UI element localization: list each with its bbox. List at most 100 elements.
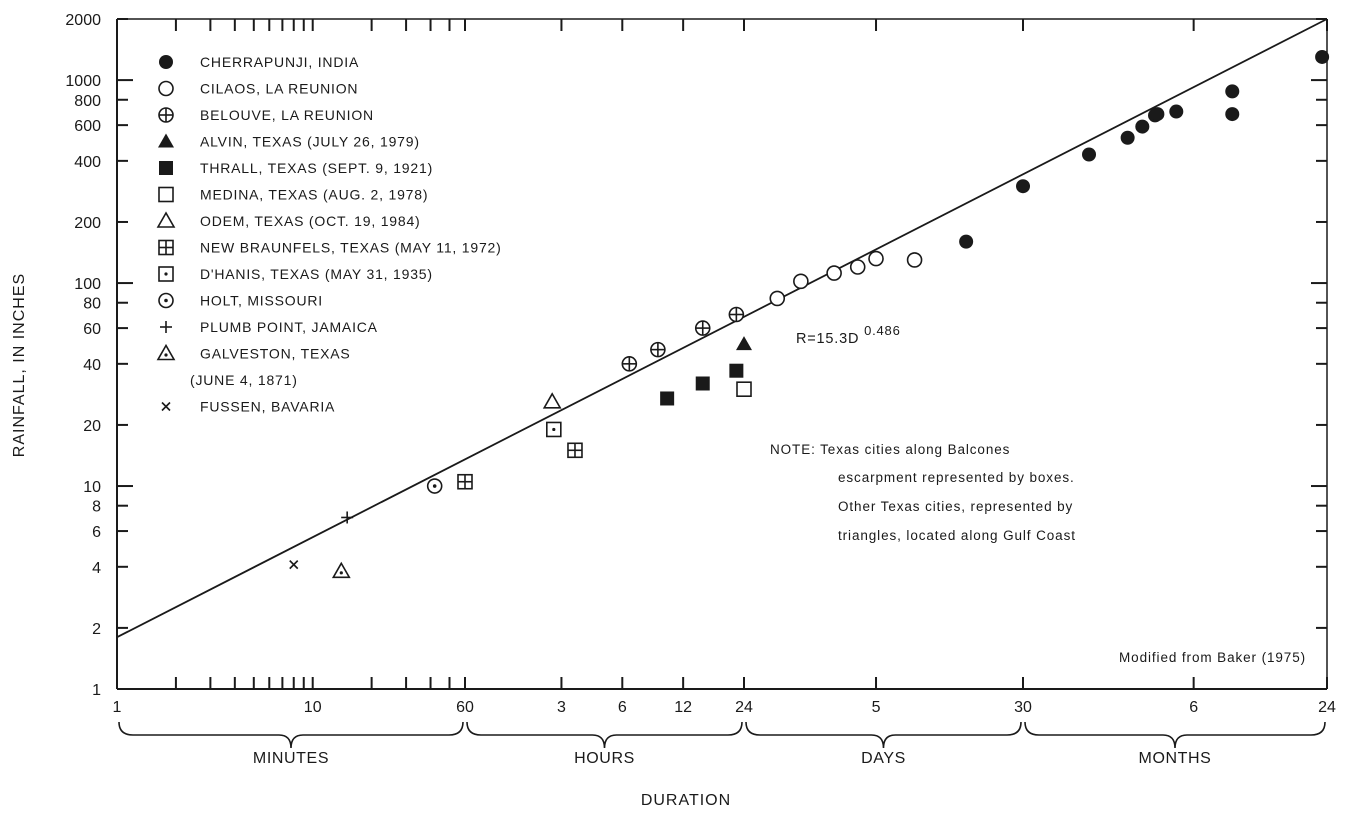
- legend-marker: [159, 161, 173, 175]
- legend-label: MEDINA, TEXAS (AUG. 2, 1978): [200, 187, 428, 203]
- y-tick-label: 100: [74, 276, 101, 293]
- data-point: [694, 320, 711, 336]
- data-point: [729, 363, 744, 378]
- data-point: [736, 381, 752, 397]
- y-tick-label: 1: [92, 682, 101, 699]
- period-label: HOURS: [574, 750, 635, 767]
- legend-label: FUSSEN, BAVARIA: [200, 399, 335, 415]
- x-tick-label: 30: [1014, 699, 1032, 716]
- plot-frame: [116, 18, 1328, 690]
- trend-equation: R=15.3D 0.486: [796, 323, 901, 347]
- legend-label: ALVIN, TEXAS (JULY 26, 1979): [200, 134, 420, 150]
- x-tick-label: 3: [557, 699, 566, 716]
- legend-label: HOLT, MISSOURI: [200, 293, 323, 309]
- data-point: [1120, 130, 1135, 145]
- period-brace: [118, 721, 464, 749]
- data-point: [289, 560, 299, 570]
- x-tick-labels: 1 10 60 3 6 12 24 5 30 6 24: [113, 699, 1336, 716]
- legend-label: THRALL, TEXAS (SEPT. 9, 1921): [200, 160, 433, 176]
- legend-label-line2: (JUNE 4, 1871): [190, 372, 298, 388]
- data-point: [1225, 84, 1240, 99]
- y-tick-label: 4: [92, 560, 101, 577]
- legend-marker: [158, 80, 174, 97]
- legend-label: ODEM, TEXAS (OCT. 19, 1984): [200, 213, 421, 229]
- y-tick-label: 80: [83, 296, 101, 313]
- x-tick-label: 6: [618, 699, 627, 716]
- legend-marker: [158, 133, 174, 148]
- data-point: [736, 336, 752, 351]
- legend-label: PLUMB POINT, JAMAICA: [200, 319, 378, 335]
- legend-label: GALVESTON, TEXAS: [200, 346, 351, 362]
- legend-label: BELOUVE, LA REUNION: [200, 107, 374, 123]
- data-point: [793, 273, 809, 290]
- note-line-2: escarpment represented by boxes.: [838, 470, 1075, 485]
- source-credit: Modified from Baker (1975): [1119, 650, 1306, 665]
- data-point: [826, 265, 842, 281]
- data-point: [906, 252, 923, 268]
- data-point: [660, 391, 675, 406]
- period-label: DAYS: [861, 750, 906, 767]
- period-brace: [745, 721, 1022, 749]
- y-tick-label: 60: [83, 321, 101, 338]
- y-tick-label: 400: [74, 154, 101, 171]
- note-line-1: NOTE: Texas cities along Balcones: [770, 442, 1010, 457]
- data-point: [1169, 104, 1184, 119]
- legend-marker: [160, 321, 172, 333]
- data-point: [959, 234, 974, 249]
- data-point: [341, 511, 354, 524]
- data-point: [1225, 107, 1240, 122]
- legend-marker: [158, 292, 174, 309]
- x-axis-title: DURATION: [641, 792, 731, 809]
- data-point: [621, 356, 638, 372]
- data-point: [849, 259, 866, 275]
- y-tick-label: 8: [92, 499, 101, 516]
- period-brace: [1024, 721, 1326, 749]
- data-point: [567, 442, 583, 459]
- legend-marker: [159, 55, 173, 69]
- x-tick-label: 10: [304, 699, 322, 716]
- y-tick-label: 6: [92, 524, 101, 541]
- period-brace: [466, 721, 743, 749]
- data-point: [1016, 179, 1030, 194]
- y-tick-label: 800: [74, 93, 101, 110]
- legend-marker: [158, 107, 174, 123]
- y-axis-title: RAINFALL, IN INCHES: [11, 273, 28, 457]
- x-tick-label: 24: [1318, 699, 1336, 716]
- legend-label: CILAOS, LA REUNION: [200, 81, 358, 97]
- data-point: [868, 250, 884, 267]
- x-tick-label: 24: [735, 699, 753, 716]
- trend-line: [116, 18, 1328, 638]
- data-point: [426, 478, 443, 494]
- data-point: [728, 306, 745, 323]
- y-tick-labels: 1 2 4 6 8 10 20 40 60 80 100 200 400 600 800 1000 2000: [65, 12, 101, 699]
- data-point: [1150, 107, 1165, 122]
- x-tick-label: 12: [674, 699, 692, 716]
- legend-marker: [158, 186, 174, 203]
- y-tick-label: 40: [83, 357, 101, 374]
- note-line-4: triangles, located along Gulf Coast: [838, 528, 1076, 543]
- data-point: [769, 290, 786, 307]
- note-line-3: Other Texas cities, represented by: [838, 499, 1073, 514]
- y-tick-label: 2: [92, 621, 101, 638]
- y-tick-label: 200: [74, 215, 101, 232]
- period-label: MONTHS: [1139, 750, 1212, 767]
- data-point: [546, 421, 562, 438]
- period-label: MINUTES: [253, 750, 329, 767]
- data-point: [457, 473, 473, 490]
- legend-label: D'HANIS, TEXAS (MAY 31, 1935): [200, 266, 433, 282]
- data-point: [1315, 49, 1330, 64]
- data-point: [542, 392, 562, 409]
- x-tick-label: 60: [456, 699, 474, 716]
- data-point: [650, 341, 666, 358]
- legend-label: CHERRAPUNJI, INDIA: [200, 54, 359, 70]
- equation-base: R=15.3D: [796, 331, 859, 347]
- x-tick-label: 6: [1189, 699, 1198, 716]
- x-tick-label: 5: [872, 699, 881, 716]
- note-block: NOTE: Texas cities along Balcones escarp…: [770, 442, 1076, 543]
- period-braces: MINUTES HOURS DAYS MONTHS: [118, 721, 1326, 767]
- y-tick-label: 2000: [65, 12, 101, 29]
- legend-label: NEW BRAUNFELS, TEXAS (MAY 11, 1972): [200, 240, 502, 256]
- legend-marker: [156, 211, 176, 228]
- y-tick-label: 20: [83, 418, 101, 435]
- legend-marker: [161, 401, 171, 412]
